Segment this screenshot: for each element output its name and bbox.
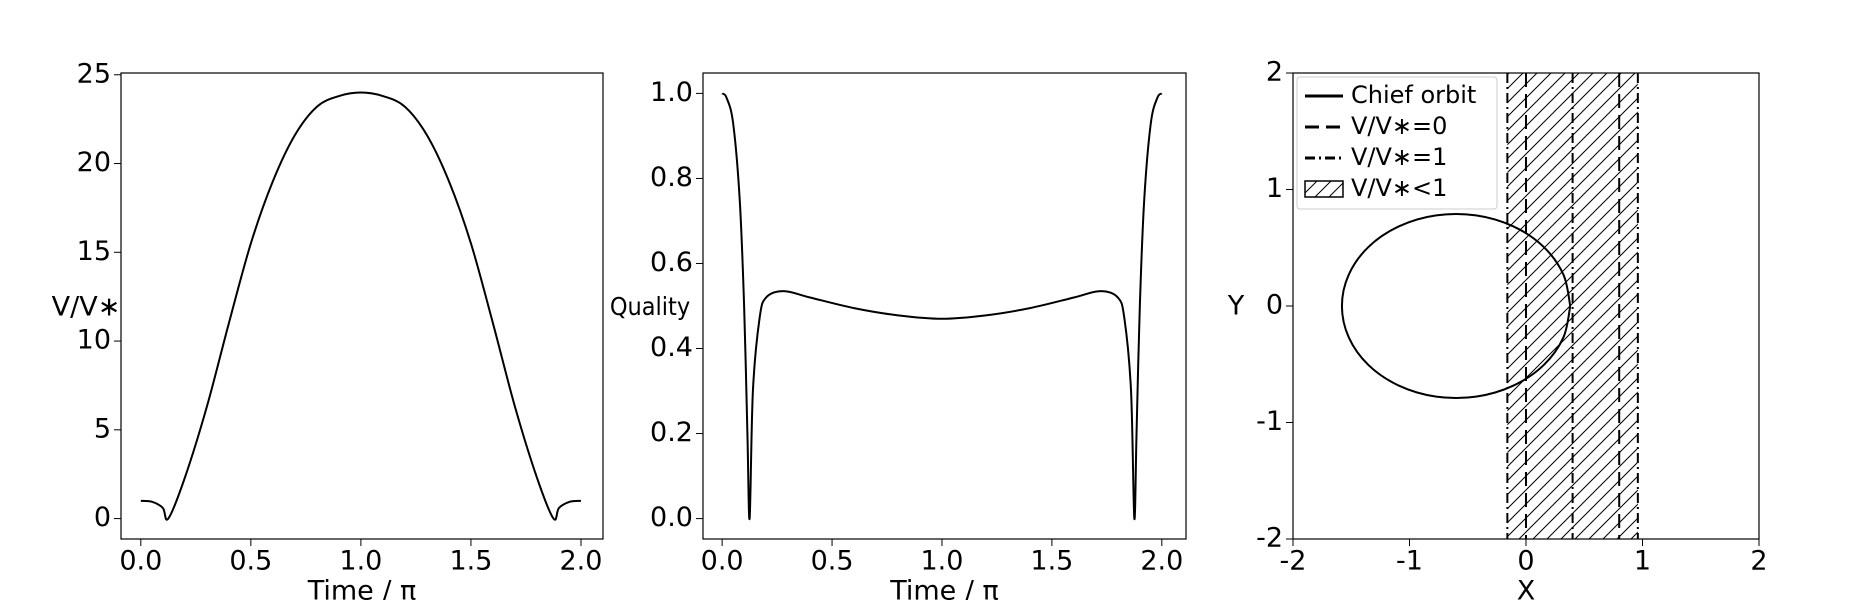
y-tick-label: 10	[77, 325, 111, 356]
x-tick-label: 0.0	[701, 546, 744, 577]
legend-box	[1296, 76, 1498, 210]
line-series	[1340, 212, 1572, 400]
x-tick-label: 0.5	[229, 546, 272, 577]
x-tick-label: 1.0	[339, 546, 382, 577]
y-tick-label: 0.6	[650, 247, 693, 278]
y-tick-label: 1	[1266, 173, 1283, 204]
y-tick-label: 2	[1266, 57, 1283, 88]
plot-frame	[702, 72, 1187, 540]
line-series	[140, 91, 582, 521]
y-tick-label: 0.8	[650, 162, 693, 193]
y-tick-label: 25	[77, 58, 111, 89]
y-tick-label: 5	[94, 413, 111, 444]
plot-frame	[120, 72, 604, 540]
legend-key	[1304, 180, 1344, 198]
x-tick-label: 0	[1517, 546, 1534, 577]
y-tick-label: 20	[77, 147, 111, 178]
y-tick-label: -1	[1256, 406, 1283, 437]
y-axis-label: Quality	[610, 292, 690, 321]
x-tick-label: -2	[1280, 546, 1307, 577]
y-tick-label: 15	[77, 236, 111, 267]
legend-label: V/V∗<1	[1351, 174, 1447, 202]
y-tick-label: 1.0	[650, 77, 693, 108]
x-tick-label: 1.5	[449, 546, 492, 577]
legend-label: V/V∗=0	[1351, 112, 1447, 140]
x-axis-label: Time / π	[307, 576, 417, 600]
legend-label: V/V∗=1	[1351, 143, 1447, 171]
x-tick-label: -1	[1396, 546, 1423, 577]
y-tick-label: 0	[1266, 290, 1283, 321]
y-axis-label: Y	[1227, 291, 1245, 322]
y-tick-label: -2	[1256, 523, 1283, 554]
x-tick-label: 0.0	[119, 546, 162, 577]
x-tick-label: 1.0	[920, 546, 963, 577]
y-tick-label: 0.0	[650, 502, 693, 533]
x-axis-label: Time / π	[889, 576, 999, 600]
x-axis-label: X	[1517, 576, 1536, 600]
line-series	[721, 92, 1163, 520]
x-tick-label: 2.0	[560, 546, 603, 577]
y-tick-label: 0	[94, 502, 111, 533]
x-tick-label: 1.5	[1030, 546, 1073, 577]
y-tick-label: 0.4	[650, 332, 693, 363]
x-tick-label: 1	[1634, 546, 1651, 577]
y-tick-label: 0.2	[650, 417, 693, 448]
x-tick-label: 0.5	[811, 546, 854, 577]
x-tick-label: 2.0	[1140, 546, 1183, 577]
y-axis-label: V/V∗	[52, 292, 121, 323]
x-tick-label: 2	[1750, 546, 1767, 577]
legend-label: Chief orbit	[1351, 81, 1476, 109]
